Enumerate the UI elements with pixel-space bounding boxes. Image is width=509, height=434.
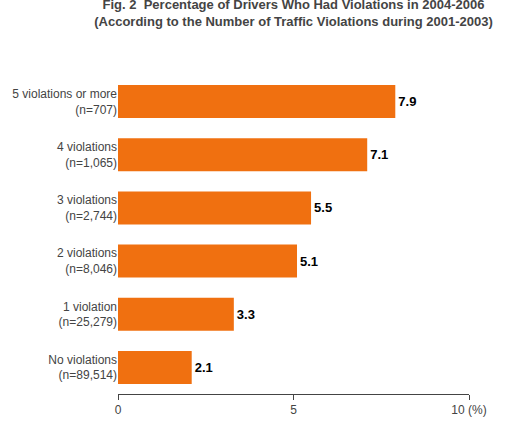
svg-text:3.3: 3.3 <box>237 307 255 322</box>
svg-text:2 violations(n=8,046): 2 violations(n=8,046) <box>57 246 117 276</box>
svg-text:5 violations or more(n=707): 5 violations or more(n=707) <box>12 87 117 117</box>
svg-text:7.9: 7.9 <box>398 94 416 109</box>
svg-text:5.1: 5.1 <box>300 254 318 269</box>
svg-text:1 violation(n=25,279): 1 violation(n=25,279) <box>59 300 117 330</box>
svg-text:0: 0 <box>115 403 122 417</box>
svg-text:7.1: 7.1 <box>370 147 388 162</box>
svg-text:2.1: 2.1 <box>195 360 213 375</box>
svg-text:5: 5 <box>290 403 297 417</box>
svg-text:5.5: 5.5 <box>314 200 332 215</box>
svg-text:10 (%): 10 (%) <box>451 403 486 417</box>
svg-text:4 violations(n=1,065): 4 violations(n=1,065) <box>57 140 117 170</box>
svg-text:Fig. 2 Percentage of Drivers: Fig. 2 Percentage of Drivers Who Had Vio… <box>94 0 493 29</box>
svg-text:No violations(n=89,514): No violations(n=89,514) <box>48 353 117 383</box>
svg-text:3 violations(n=2,744): 3 violations(n=2,744) <box>57 193 117 223</box>
